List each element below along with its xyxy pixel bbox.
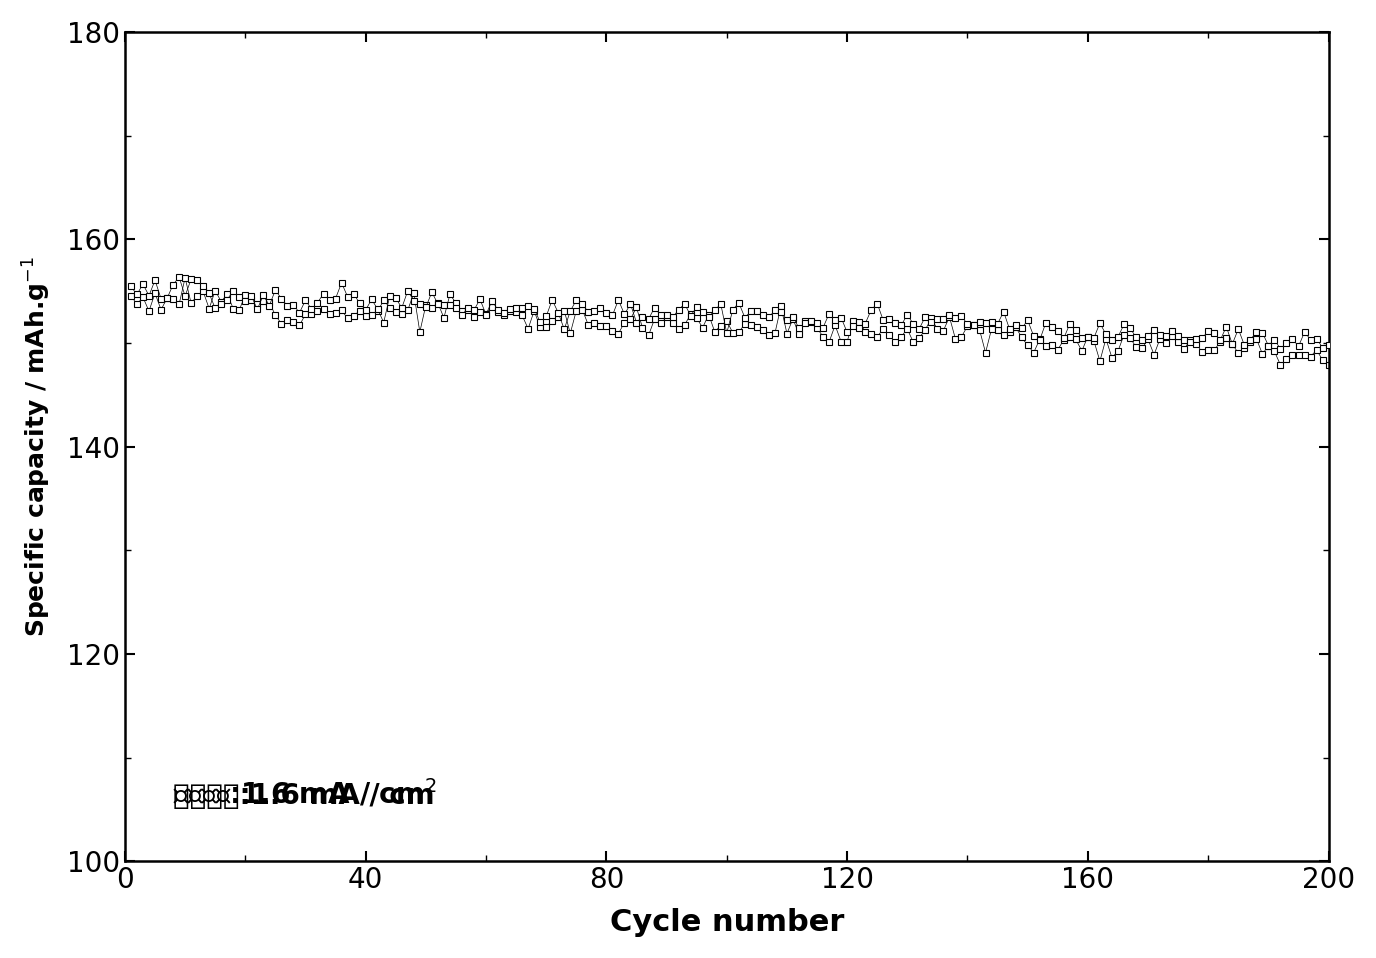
Y-axis label: Specific capacity / mAh.g$^{-1}$: Specific capacity / mAh.g$^{-1}$ [21,256,54,637]
Text: 电流密度:1.6 mA / cm$^2$: 电流密度:1.6 mA / cm$^2$ [173,778,438,810]
Text: 电流密度:1.6 mA / cm: 电流密度:1.6 mA / cm [173,782,435,810]
X-axis label: Cycle number: Cycle number [610,908,843,937]
